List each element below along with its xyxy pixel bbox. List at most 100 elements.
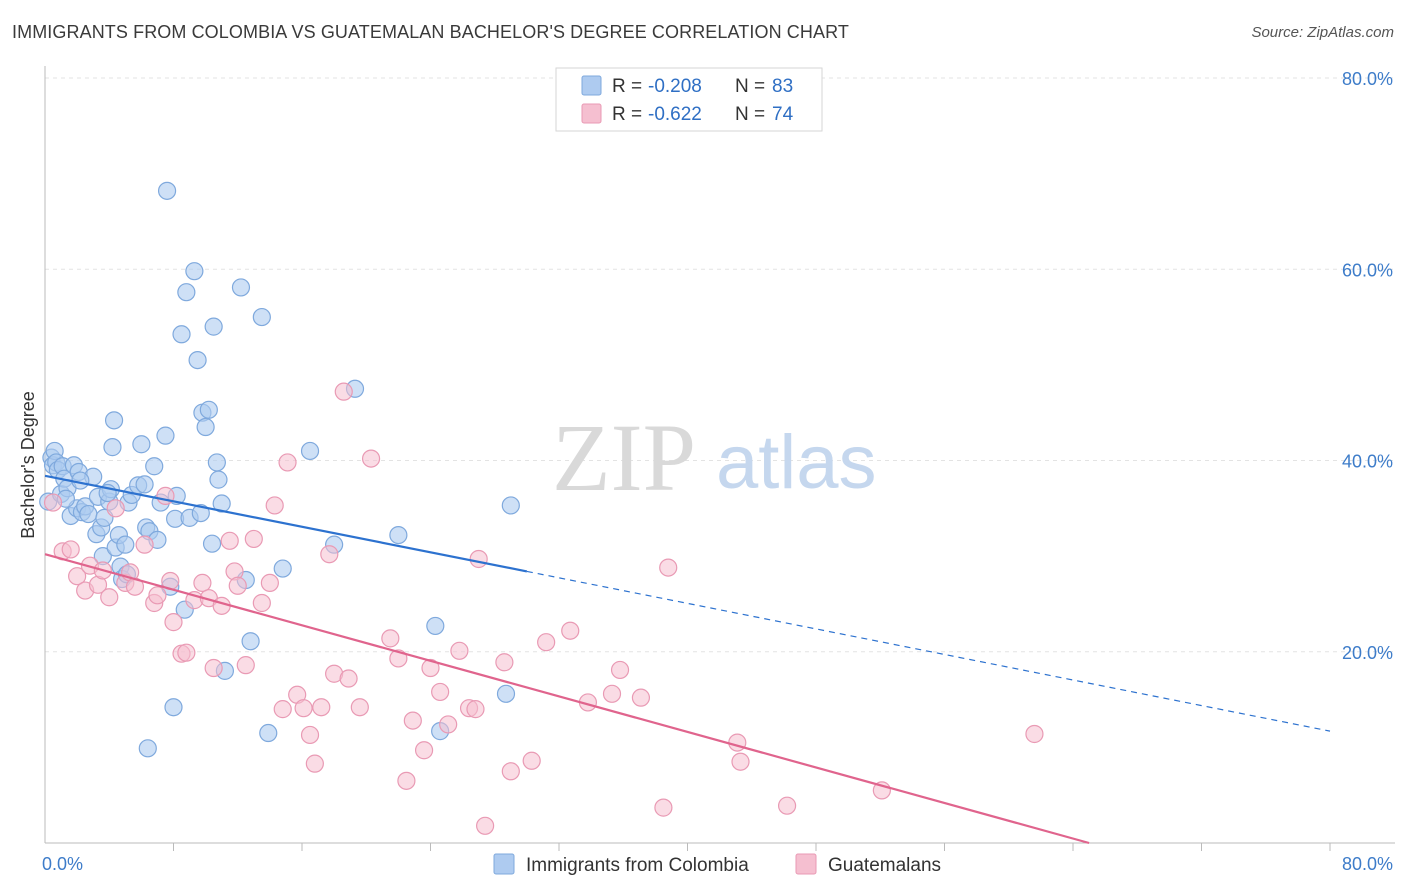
data-point-guatemalans [312,698,331,717]
chart-title: IMMIGRANTS FROM COLOMBIA VS GUATEMALAN B… [12,22,849,42]
legend-r-value-colombia: -0.208 [648,76,702,97]
data-point-guatemalans [403,711,422,730]
gridlines [45,77,1395,653]
data-point-colombia [116,535,135,554]
data-point-colombia [145,457,164,476]
data-point-colombia [389,525,408,545]
data-point-colombia [188,350,207,370]
legend-r-label-guatemalans: R = [612,104,642,125]
data-point-guatemalans [252,593,271,613]
data-point-guatemalans [350,698,369,717]
data-point-guatemalans [339,669,358,688]
data-point-guatemalans [654,798,673,817]
legend-r-value-guatemalans: -0.622 [648,104,702,125]
data-point-guatemalans [260,573,279,593]
data-point-colombia [103,438,122,457]
data-point-guatemalans [334,382,353,401]
y-axis-title: Bachelor's Degree [18,391,38,539]
data-point-guatemalans [305,754,324,773]
data-point-guatemalans [731,752,750,771]
data-point-colombia [196,417,215,437]
data-point-colombia [132,435,151,454]
data-point-guatemalans [561,621,580,640]
data-point-colombia [185,262,204,281]
data-point-guatemalans [501,762,520,781]
series-legend-label-guatemalans: Guatemalans [828,855,941,876]
data-point-guatemalans [1025,724,1044,744]
data-point-guatemalans [148,586,167,605]
data-point-guatemalans [469,549,488,569]
data-point-colombia [209,470,228,489]
data-point-guatemalans [177,643,196,662]
data-point-guatemalans [220,531,239,550]
data-point-guatemalans [476,816,495,835]
legend-r-label-colombia: R = [612,76,642,97]
data-point-colombia [496,684,516,703]
data-point-colombia [212,494,231,513]
data-point-colombia [138,739,157,758]
data-point-guatemalans [397,771,416,790]
data-point-guatemalans [602,684,622,703]
data-point-guatemalans [265,496,284,515]
series-guatemalans-points [43,382,1044,835]
y-tick-label: 20.0% [1342,643,1393,663]
data-point-colombia [202,534,222,553]
data-point-colombia [241,632,260,651]
legend-n-value-guatemalans: 74 [772,104,794,125]
data-point-guatemalans [228,576,247,595]
data-point-guatemalans [106,499,125,518]
trend-line-colombia [44,474,528,573]
trend-lines [44,474,1331,845]
series-legend-label-colombia: Immigrants from Colombia [526,855,749,876]
data-point-colombia [501,496,520,515]
data-point-guatemalans [43,493,63,512]
data-point-colombia [259,723,278,743]
data-point-colombia [273,559,292,578]
data-point-guatemalans [294,699,313,718]
data-point-colombia [135,475,154,494]
legend-n-label-guatemalans: N = [735,104,765,125]
data-point-guatemalans [421,658,440,678]
watermark-atlas: atlas [716,420,877,505]
y-tick-label: 80.0% [1342,69,1393,89]
data-point-guatemalans [431,682,450,702]
data-point-colombia [199,400,218,419]
series-legend: Immigrants from Colombia Guatemalans [493,853,941,876]
data-point-guatemalans [522,751,541,770]
trend-line-colombia-extension [526,570,1331,732]
data-point-guatemalans [300,725,320,745]
data-point-colombia [204,317,223,336]
data-point-guatemalans [439,715,458,734]
source-credit: Source: ZipAtlas.com [1251,24,1394,41]
legend-n-label-colombia: N = [735,76,765,97]
data-point-guatemalans [610,660,630,680]
data-point-guatemalans [135,535,154,554]
stats-legend: R = -0.208 N = 83 R = -0.622 N = 74 [555,67,823,132]
x-tick-label: 80.0% [1342,854,1393,874]
data-point-colombia [164,698,183,717]
data-point-guatemalans [204,658,223,678]
data-point-guatemalans [728,733,747,752]
trend-line-guatemalans [44,553,1090,845]
data-point-colombia [300,441,320,461]
data-point-colombia [177,283,196,302]
data-point-colombia [426,616,445,636]
data-point-colombia [157,181,177,200]
data-point-guatemalans [273,700,292,719]
data-point-guatemalans [320,545,339,564]
series-colombia-points [39,181,520,758]
y-tick-labels: 20.0% 40.0% 60.0% 80.0% [1342,69,1393,663]
y-tick-label: 40.0% [1342,452,1393,472]
data-point-guatemalans [495,653,514,672]
data-point-guatemalans [659,558,678,577]
data-point-guatemalans [777,796,797,815]
data-point-colombia [231,278,251,297]
data-point-guatemalans [164,613,183,632]
data-point-guatemalans [381,629,400,648]
data-point-colombia [252,307,271,327]
series-legend-swatch-colombia [493,853,515,875]
data-point-guatemalans [414,741,434,760]
data-point-colombia [79,504,98,524]
watermark-zip: ZIP [552,404,696,511]
